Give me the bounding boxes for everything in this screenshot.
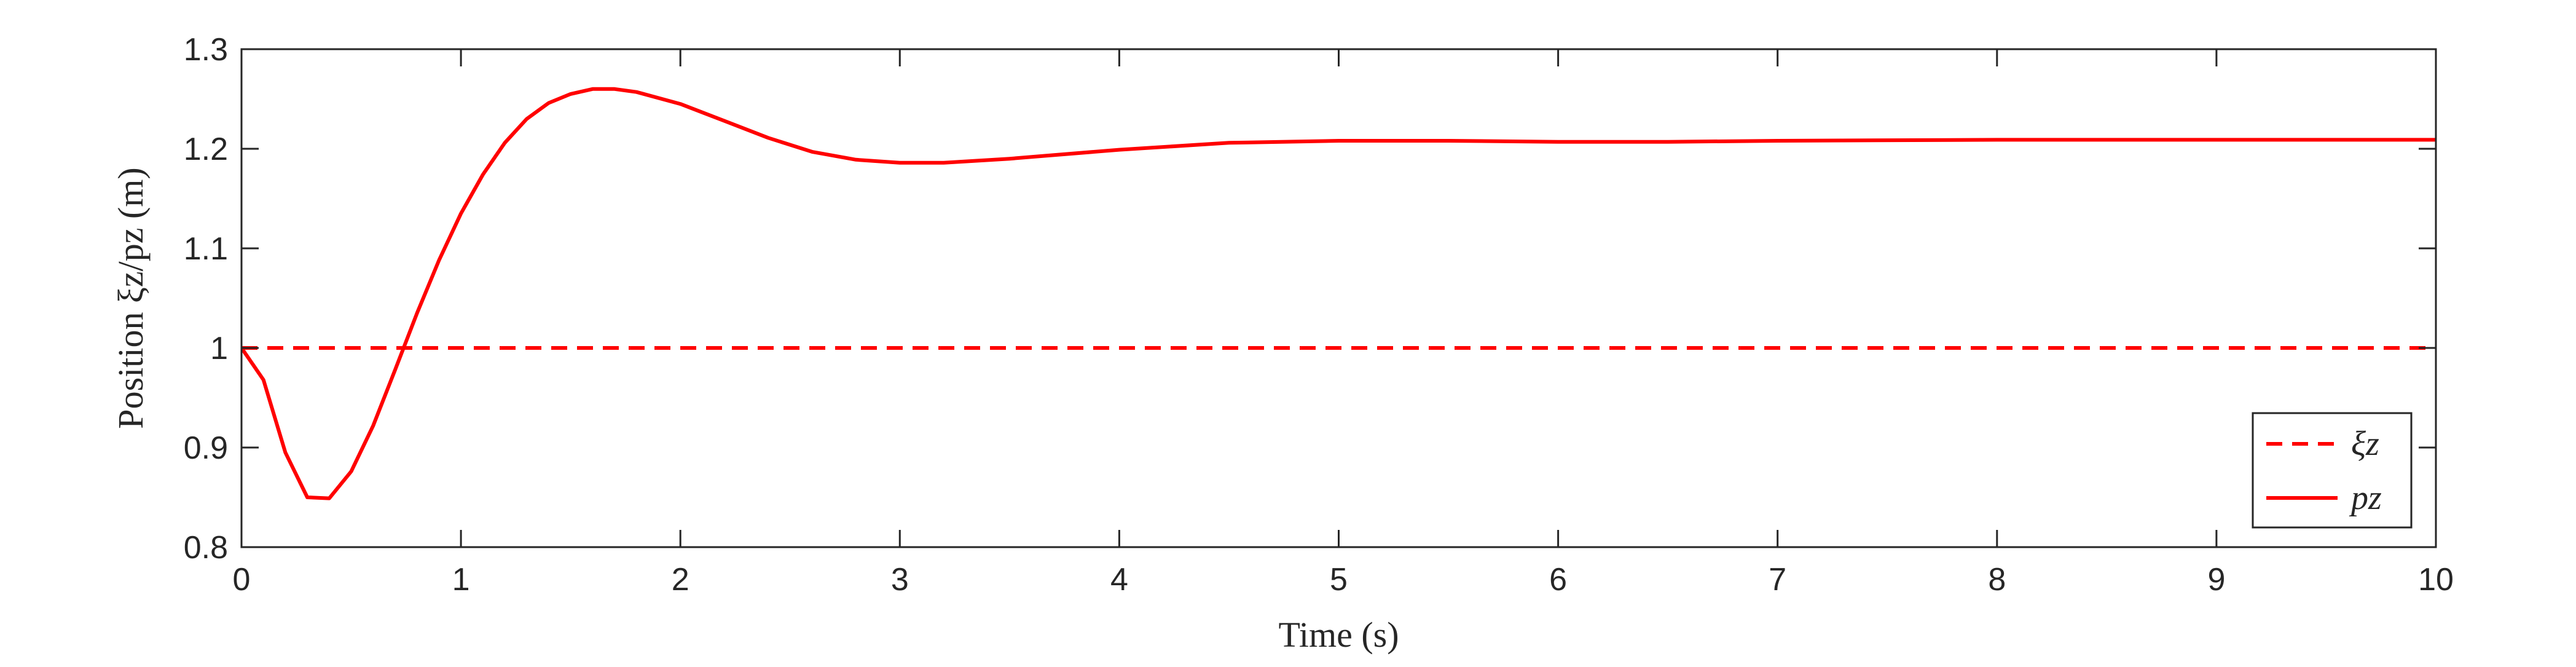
y-axis-label: Position ξz/pz (m) xyxy=(111,167,151,428)
plot-layer xyxy=(242,87,2436,500)
x-tick-label: 4 xyxy=(1110,562,1128,598)
y-tick-label: 1 xyxy=(210,331,228,366)
x-tick-label: 9 xyxy=(2207,562,2225,598)
legend: ξz pz xyxy=(2252,412,2413,529)
axes-box xyxy=(240,48,2437,548)
legend-box xyxy=(2252,412,2413,529)
x-tick-label: 1 xyxy=(452,562,470,598)
x-tick-label: 5 xyxy=(1330,562,1348,598)
legend-label-2: pz xyxy=(2349,479,2382,517)
y-tick-label: 0.9 xyxy=(184,430,228,466)
y-tick-label: 1.2 xyxy=(184,132,228,167)
x-tick-label: 6 xyxy=(1549,562,1567,598)
x-axis-label: Time (s) xyxy=(1278,615,1399,655)
x-tick-label: 7 xyxy=(1769,562,1786,598)
x-tick-label: 10 xyxy=(2418,562,2454,598)
x-tick-label: 3 xyxy=(891,562,909,598)
axes-layer: 0 1 2 3 4 5 6 7 8 9 10 0.8 0.9 1 1.1 1.2 1.3 Time (s) Posi… xyxy=(111,32,2454,655)
series-line-2 xyxy=(242,87,2436,500)
legend-label-1: ξz xyxy=(2351,425,2379,463)
x-tick-label: 8 xyxy=(1988,562,2006,598)
y-tick-label: 0.8 xyxy=(184,530,228,566)
x-tick-label: 2 xyxy=(672,562,689,598)
y-tick-label: 1.3 xyxy=(184,32,228,68)
y-tick-label: 1.1 xyxy=(184,231,228,267)
x-tick-label: 0 xyxy=(233,562,251,598)
